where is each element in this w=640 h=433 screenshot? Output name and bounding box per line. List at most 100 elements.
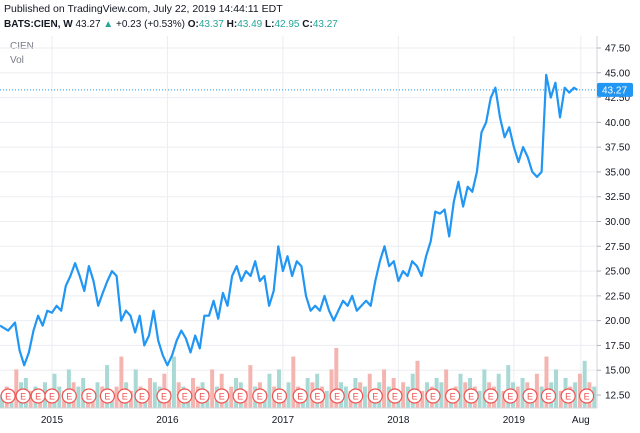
volume-bar bbox=[592, 386, 597, 408]
volume-bar bbox=[14, 369, 19, 408]
y-tick-label: 42.50 bbox=[605, 93, 630, 104]
last-price: 43.27 bbox=[75, 19, 101, 30]
volume-bar bbox=[324, 390, 329, 408]
volume-bar bbox=[343, 386, 348, 408]
price-tag-bg bbox=[597, 82, 633, 97]
earnings-marker bbox=[387, 388, 403, 404]
volume-bar bbox=[305, 378, 310, 408]
earnings-marker bbox=[483, 388, 499, 404]
earnings-label: E bbox=[488, 392, 494, 402]
earnings-marker bbox=[540, 388, 557, 404]
volume-bar bbox=[171, 356, 176, 408]
low-value: 42.95 bbox=[274, 19, 300, 30]
earnings-marker bbox=[560, 388, 576, 404]
earnings-label: E bbox=[276, 392, 282, 402]
earnings-marker bbox=[292, 388, 308, 404]
volume-bar bbox=[415, 360, 420, 408]
volume-bar bbox=[329, 369, 334, 408]
volume-bar bbox=[439, 382, 444, 408]
volume-bar bbox=[148, 378, 153, 408]
earnings-marker bbox=[134, 388, 150, 404]
y-tick-label: 25.00 bbox=[605, 267, 630, 278]
earnings-label: E bbox=[139, 392, 145, 402]
earnings-label: E bbox=[507, 392, 513, 402]
earnings-label: E bbox=[122, 392, 128, 402]
earnings-label: E bbox=[392, 392, 398, 402]
legend-series: CIEN bbox=[10, 41, 34, 52]
volume-bar bbox=[119, 356, 124, 408]
volume-bar bbox=[501, 390, 506, 408]
earnings-label: E bbox=[412, 392, 418, 402]
y-tick-label: 47.50 bbox=[605, 44, 630, 55]
y-tick-label: 37.50 bbox=[605, 143, 630, 154]
y-tick-label: 12.50 bbox=[605, 391, 630, 402]
earnings-label: E bbox=[104, 392, 110, 402]
earnings-marker bbox=[271, 388, 288, 404]
earnings-label: E bbox=[199, 392, 205, 402]
earnings-label: E bbox=[372, 392, 378, 402]
x-tick-label: 2015 bbox=[41, 415, 64, 426]
earnings-marker bbox=[329, 388, 345, 404]
chart-grid bbox=[0, 36, 597, 408]
earnings-label: E bbox=[219, 392, 225, 402]
symbol-label: BATS:CIEN, W bbox=[4, 19, 73, 30]
volume-bar bbox=[152, 382, 157, 408]
earnings-label: E bbox=[584, 392, 590, 402]
earnings-label: E bbox=[315, 392, 321, 402]
volume-bar bbox=[248, 365, 253, 408]
earnings-label: E bbox=[161, 392, 167, 402]
earnings-marker bbox=[579, 388, 595, 404]
y-tick-label: 32.50 bbox=[605, 192, 630, 203]
earnings-marker bbox=[15, 388, 31, 404]
y-tick-label: 40.00 bbox=[605, 118, 630, 129]
earnings-marker bbox=[61, 388, 77, 404]
x-tick-label: 2018 bbox=[387, 415, 410, 426]
earnings-label: E bbox=[297, 392, 303, 402]
volume-bar bbox=[334, 348, 339, 408]
earnings-label: E bbox=[49, 392, 55, 402]
volume-bar bbox=[506, 365, 511, 408]
earnings-label: E bbox=[545, 392, 551, 402]
earnings-label: E bbox=[66, 392, 72, 402]
earnings-label: E bbox=[334, 392, 340, 402]
earnings-label: E bbox=[5, 392, 11, 402]
volume-bar bbox=[520, 378, 525, 408]
chart-header: Published on TradingView.com, July 22, 2… bbox=[4, 2, 338, 32]
earnings-label: E bbox=[565, 392, 571, 402]
volume-bar bbox=[477, 390, 482, 408]
ohlc-line: BATS:CIEN, W 43.27 ▲ +0.23 (+0.53%) O:43… bbox=[4, 17, 338, 32]
volume-bar bbox=[286, 382, 291, 408]
earnings-marker bbox=[463, 388, 479, 404]
volume-bar bbox=[582, 360, 587, 408]
volume-bar bbox=[458, 373, 463, 408]
y-tick-label: 17.50 bbox=[605, 341, 630, 352]
open-label: O: bbox=[187, 19, 199, 30]
price-line bbox=[0, 73, 578, 367]
price-series-line bbox=[0, 73, 578, 367]
earnings-marker bbox=[522, 388, 538, 404]
volume-bar bbox=[420, 390, 425, 408]
published-line: Published on TradingView.com, July 22, 2… bbox=[4, 3, 283, 15]
volume-bar bbox=[496, 373, 501, 408]
earnings-marker bbox=[99, 388, 115, 404]
earnings-marker bbox=[445, 388, 461, 404]
earnings-label: E bbox=[353, 392, 359, 402]
volume-bar bbox=[28, 390, 33, 408]
x-tick-label: 2019 bbox=[503, 415, 526, 426]
legend-volume: Vol bbox=[10, 55, 24, 66]
earnings-marker bbox=[425, 388, 441, 404]
y-tick-label: 30.00 bbox=[605, 217, 630, 228]
earnings-marker bbox=[177, 388, 193, 404]
volume-bar bbox=[191, 378, 196, 408]
close-value: 43.27 bbox=[312, 19, 338, 30]
volume-bar bbox=[534, 373, 539, 408]
y-tick-label: 45.00 bbox=[605, 68, 630, 79]
earnings-marker bbox=[406, 388, 423, 404]
earnings-marker bbox=[44, 388, 60, 404]
volume-bar bbox=[291, 356, 296, 408]
up-arrow-icon: ▲ bbox=[103, 19, 114, 30]
low-label: L: bbox=[265, 19, 275, 30]
earnings-marker bbox=[156, 388, 172, 404]
earnings-marker bbox=[0, 388, 16, 404]
